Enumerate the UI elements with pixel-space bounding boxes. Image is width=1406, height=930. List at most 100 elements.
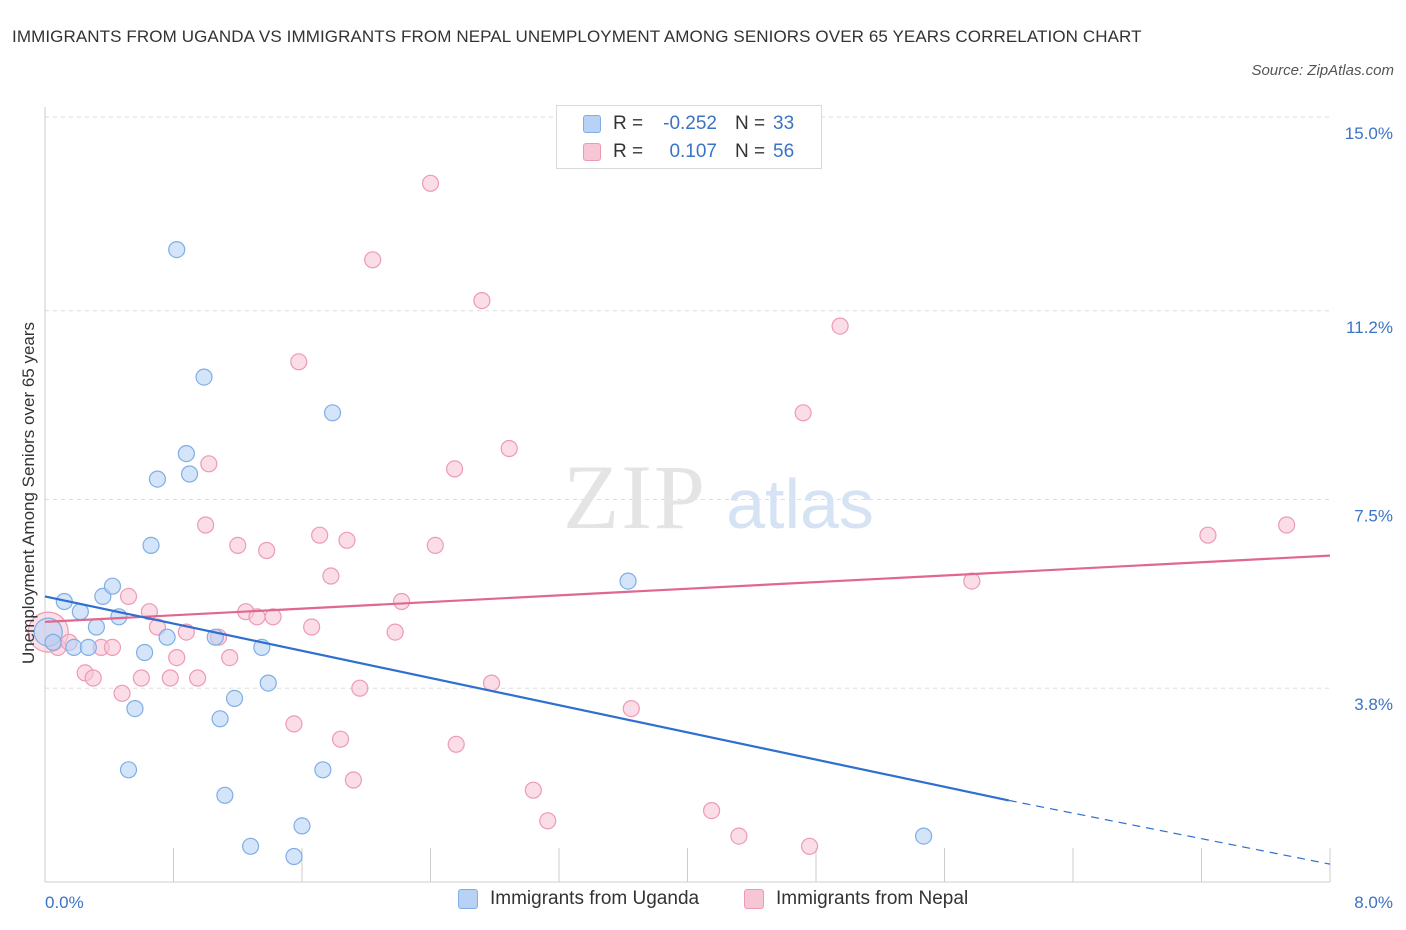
- nepal-point: [113, 684, 131, 702]
- nepal-point: [264, 608, 282, 626]
- y-axis-label: Unemployment Among Seniors over 65 years: [19, 322, 38, 664]
- uganda-trend-line: [44, 595, 1009, 802]
- series-label-uganda: Immigrants from Uganda: [490, 888, 700, 909]
- nepal-point: [132, 669, 150, 687]
- legend-n-value: 33: [773, 113, 795, 134]
- uganda-point: [323, 404, 342, 422]
- uganda-point: [216, 786, 234, 804]
- nepal-point: [473, 292, 491, 310]
- nepal-point: [622, 699, 640, 718]
- uganda-point: [177, 445, 195, 463]
- nepal-point: [303, 618, 321, 636]
- y-tick-label: 15.0%: [1345, 124, 1393, 143]
- nepal-point: [351, 679, 369, 697]
- nepal-point: [386, 623, 404, 641]
- uganda-point: [619, 572, 637, 590]
- nepal-point: [84, 669, 102, 687]
- uganda-points: [33, 241, 933, 866]
- nepal-point: [338, 531, 356, 549]
- nepal-point: [447, 735, 465, 753]
- trend-lines: [44, 554, 1331, 865]
- legend-n-label: N =: [735, 141, 766, 162]
- nepal-point: [188, 669, 207, 687]
- uganda-point: [65, 638, 83, 657]
- grid-lines: [45, 116, 1330, 689]
- uganda-point: [135, 643, 154, 662]
- nepal-point: [161, 669, 179, 687]
- nepal-point: [1199, 526, 1217, 544]
- uganda-point: [259, 674, 277, 692]
- y-tick-label: 3.8%: [1354, 695, 1393, 714]
- uganda-point: [44, 633, 62, 651]
- nepal-point: [364, 251, 382, 269]
- watermark: ZIP atlas: [563, 446, 874, 548]
- nepal-point: [258, 541, 276, 560]
- nepal-point: [831, 317, 849, 335]
- series-label-nepal: Immigrants from Nepal: [776, 888, 969, 909]
- nepal-point: [221, 648, 239, 667]
- uganda-trend-extension: [1008, 799, 1331, 865]
- tick-labels: 3.8% 7.5% 11.2% 15.0% 0.0% 8.0%: [45, 124, 1393, 912]
- uganda-point: [119, 761, 138, 779]
- nepal-point: [200, 455, 218, 473]
- legend-r-label: R =: [613, 113, 644, 134]
- series-legend-uganda: Immigrants from Uganda: [458, 888, 699, 910]
- uganda-point: [168, 241, 186, 259]
- uganda-point: [915, 827, 933, 845]
- uganda-point: [285, 847, 303, 866]
- legend-r-label: R =: [613, 141, 644, 162]
- nepal-points: [27, 174, 1296, 855]
- source-label: Source: ZipAtlas.com: [1251, 62, 1394, 79]
- correlation-legend: R = -0.252 N = 33 R = 0.107 N = 56: [556, 105, 822, 169]
- legend-r-value: 0.107: [669, 141, 717, 162]
- legend-row-uganda: R = -0.252 N = 33: [583, 111, 794, 137]
- uganda-point: [195, 368, 213, 386]
- uganda-point: [126, 699, 144, 718]
- nepal-point: [500, 439, 518, 458]
- nepal-point: [103, 638, 122, 657]
- uganda-point: [293, 817, 311, 835]
- nepal-point: [730, 827, 748, 845]
- legend-swatch-uganda: [583, 115, 601, 133]
- uganda-point: [158, 628, 176, 646]
- nepal-point: [524, 781, 542, 799]
- nepal-point: [322, 567, 340, 585]
- chart-title: IMMIGRANTS FROM UGANDA VS IMMIGRANTS FRO…: [12, 27, 1142, 46]
- nepal-point: [1278, 516, 1296, 534]
- nepal-point: [963, 572, 981, 590]
- uganda-point: [211, 710, 229, 728]
- uganda-point: [314, 761, 332, 779]
- nepal-point: [421, 174, 440, 192]
- nepal-point: [331, 730, 350, 748]
- nepal-trend-line: [44, 554, 1331, 623]
- uganda-point: [148, 470, 167, 488]
- uganda-point: [180, 465, 199, 483]
- nepal-point: [392, 592, 411, 611]
- uganda-point: [225, 689, 244, 708]
- y-tick-label: 7.5%: [1354, 507, 1393, 526]
- nepal-point: [702, 801, 721, 820]
- legend-swatch-nepal: [583, 143, 601, 161]
- nepal-point: [539, 812, 557, 830]
- uganda-point: [142, 536, 160, 555]
- axes: [44, 107, 1331, 883]
- nepal-point: [119, 587, 138, 606]
- watermark-zip: ZIP: [563, 446, 707, 548]
- legend-row-nepal: R = 0.107 N = 56: [583, 139, 794, 165]
- uganda-point: [87, 618, 106, 636]
- legend-r-value: -0.252: [663, 113, 717, 134]
- series-legend-nepal: Immigrants from Nepal: [744, 888, 968, 910]
- nepal-point: [445, 460, 464, 478]
- nepal-point: [426, 536, 444, 555]
- nepal-point: [794, 404, 812, 422]
- y-tick-label: 11.2%: [1346, 318, 1393, 337]
- nepal-point: [290, 353, 308, 371]
- legend-n-value: 56: [773, 141, 795, 162]
- x-tick-label: 0.0%: [45, 893, 84, 912]
- uganda-point: [103, 577, 122, 595]
- series-swatch-uganda: [458, 889, 478, 909]
- nepal-point: [311, 526, 329, 544]
- watermark-atlas: atlas: [726, 465, 874, 543]
- nepal-point: [229, 536, 247, 555]
